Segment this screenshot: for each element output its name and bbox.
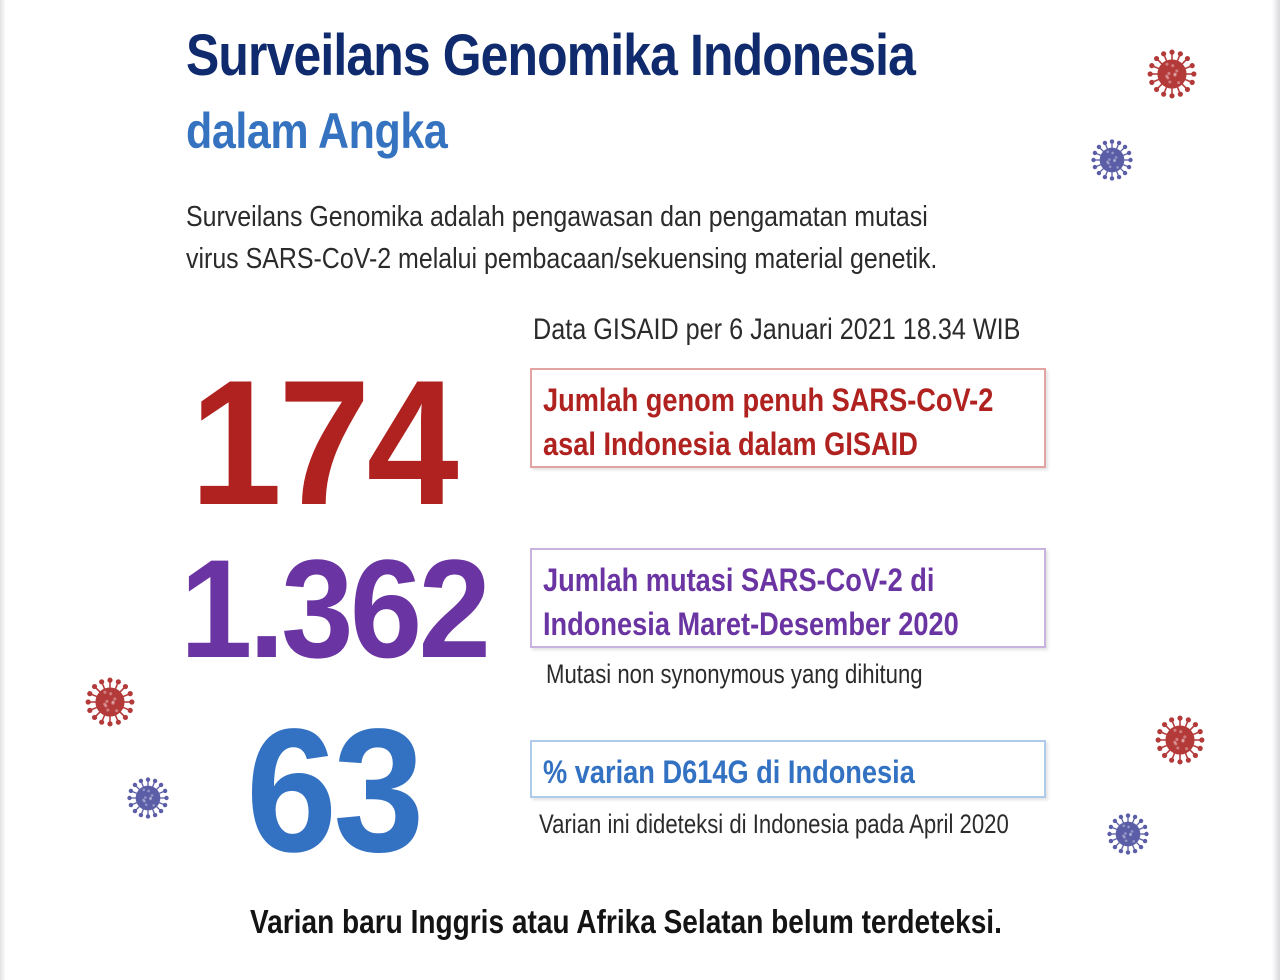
stat-genome-label-box: Jumlah genom penuh SARS-CoV-2 asal Indon… — [530, 368, 1046, 468]
stat-variant-note: Varian ini dideteksi di Indonesia pada A… — [539, 809, 1009, 839]
stat-genome-count: 174 — [190, 343, 459, 542]
description: Surveilans Genomika adalah pengawasan da… — [186, 196, 937, 280]
virus-icon — [1146, 48, 1198, 100]
description-line-2: virus SARS-CoV-2 melalui pembacaan/sekue… — [186, 243, 938, 275]
stat-mutation-label-box: Jumlah mutasi SARS-CoV-2 di Indonesia Ma… — [530, 548, 1046, 648]
stat-mutation-label-line-1: Jumlah mutasi SARS-CoV-2 di — [543, 562, 935, 598]
virus-icon — [1154, 714, 1206, 766]
virus-icon — [84, 676, 136, 728]
stat-mutation-label-line-2: Indonesia Maret-Desember 2020 — [543, 606, 959, 642]
page-edge-left — [0, 0, 6, 980]
source-note: Data GISAID per 6 Januari 2021 18.34 WIB — [533, 313, 1021, 346]
stat-variant-label-box: % varian D614G di Indonesia — [530, 740, 1046, 798]
stat-variant-label-line-1: % varian D614G di Indonesia — [543, 754, 915, 790]
virus-icon — [1090, 138, 1134, 182]
stat-variant-percent: 63 — [246, 693, 424, 889]
footer-statement: Varian baru Inggris atau Afrika Selatan … — [250, 903, 1002, 940]
stat-genome-label-line-1: Jumlah genom penuh SARS-CoV-2 — [543, 382, 994, 418]
page-edge-right — [1272, 0, 1280, 980]
virus-icon — [126, 776, 170, 820]
page-title: Surveilans Genomika Indonesia — [186, 23, 916, 88]
stat-mutation-note: Mutasi non synonymous yang dihitung — [546, 659, 923, 689]
stat-mutation-count: 1.362 — [180, 530, 491, 687]
description-line-1: Surveilans Genomika adalah pengawasan da… — [186, 201, 928, 233]
page-subtitle: dalam Angka — [186, 103, 448, 159]
stat-genome-label-line-2: asal Indonesia dalam GISAID — [543, 426, 918, 462]
virus-icon — [1106, 812, 1150, 856]
